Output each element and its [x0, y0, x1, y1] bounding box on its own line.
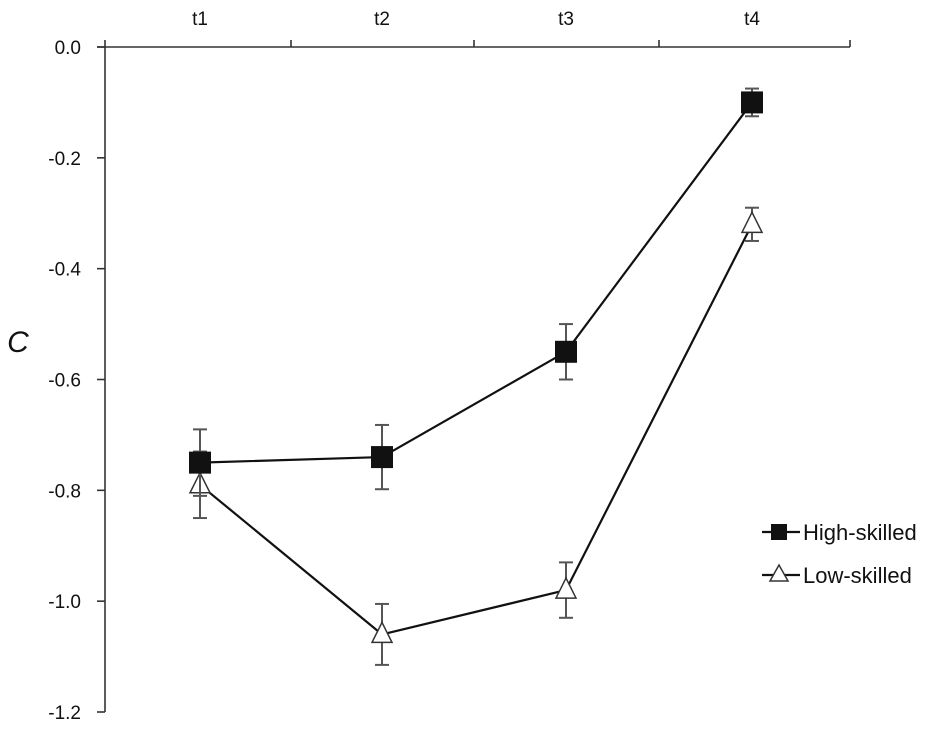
data-point: [189, 451, 211, 474]
data-point: [740, 210, 764, 234]
y-tick-label: -0.8: [48, 481, 81, 502]
data-point: [370, 620, 394, 644]
y-tick-label: -0.2: [48, 149, 81, 170]
series-line: [199, 223, 753, 636]
legend-item: Low-skilled: [762, 563, 912, 588]
data-point: [555, 340, 577, 363]
y-tick-label: -0.6: [48, 371, 81, 392]
legend-marker: [771, 524, 787, 540]
legend-label: Low-skilled: [803, 563, 912, 588]
series-high-skilled: [189, 87, 763, 497]
data-point: [554, 576, 578, 599]
y-tick-label: -1.0: [48, 592, 81, 613]
axes: 0.0 -0.2 -0.4 -0.6 -0.8 -1.0 -1.2 t1 t2 t3 t4 C: [7, 9, 851, 724]
legend: High-skilled Low-skilled: [762, 520, 917, 588]
legend-label: High-skilled: [803, 520, 917, 545]
x-tick-label: t4: [744, 9, 760, 30]
x-tick-label: t1: [192, 9, 208, 30]
y-axis-label: C: [7, 326, 29, 359]
series-group: [188, 87, 764, 666]
y-tick-label: -0.4: [48, 260, 81, 281]
data-point: [741, 91, 763, 114]
x-tick-label: t2: [374, 9, 390, 30]
data-point: [371, 446, 393, 469]
legend-marker: [768, 563, 790, 582]
y-tick-label: -1.2: [48, 703, 81, 724]
series-line: [199, 101, 753, 464]
legend-item: High-skilled: [762, 520, 917, 545]
series-low-skilled: [188, 206, 764, 666]
y-tick-label: 0.0: [55, 38, 81, 59]
x-tick-label: t3: [558, 9, 574, 30]
